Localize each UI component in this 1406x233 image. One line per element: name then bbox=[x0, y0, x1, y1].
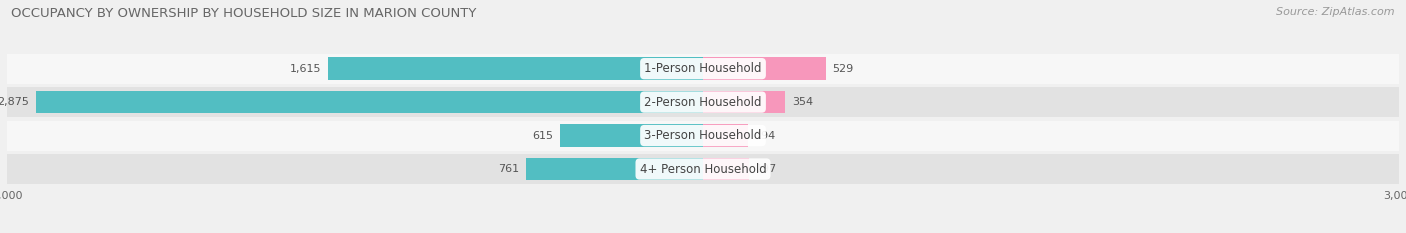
Text: 2,875: 2,875 bbox=[0, 97, 30, 107]
Bar bbox=[7, 154, 1399, 184]
Legend: Owner-occupied, Renter-occupied: Owner-occupied, Renter-occupied bbox=[579, 232, 827, 233]
Text: 615: 615 bbox=[533, 130, 554, 140]
Bar bbox=[703, 91, 785, 113]
Text: 197: 197 bbox=[755, 164, 778, 174]
Text: 3-Person Household: 3-Person Household bbox=[644, 129, 762, 142]
Text: 1,615: 1,615 bbox=[290, 64, 322, 74]
Bar bbox=[329, 57, 703, 80]
Text: 194: 194 bbox=[755, 130, 776, 140]
Text: 4+ Person Household: 4+ Person Household bbox=[640, 162, 766, 175]
Bar bbox=[7, 120, 1399, 151]
Bar bbox=[561, 124, 703, 147]
Bar bbox=[37, 91, 703, 113]
Bar bbox=[703, 57, 825, 80]
Bar bbox=[7, 87, 1399, 117]
Text: 529: 529 bbox=[832, 64, 853, 74]
Text: 354: 354 bbox=[792, 97, 813, 107]
Text: 761: 761 bbox=[498, 164, 519, 174]
Bar bbox=[703, 158, 749, 180]
Text: 2-Person Household: 2-Person Household bbox=[644, 96, 762, 109]
Bar bbox=[703, 124, 748, 147]
Text: 1-Person Household: 1-Person Household bbox=[644, 62, 762, 75]
Text: Source: ZipAtlas.com: Source: ZipAtlas.com bbox=[1277, 7, 1395, 17]
Bar bbox=[7, 54, 1399, 84]
Bar bbox=[526, 158, 703, 180]
Text: OCCUPANCY BY OWNERSHIP BY HOUSEHOLD SIZE IN MARION COUNTY: OCCUPANCY BY OWNERSHIP BY HOUSEHOLD SIZE… bbox=[11, 7, 477, 20]
